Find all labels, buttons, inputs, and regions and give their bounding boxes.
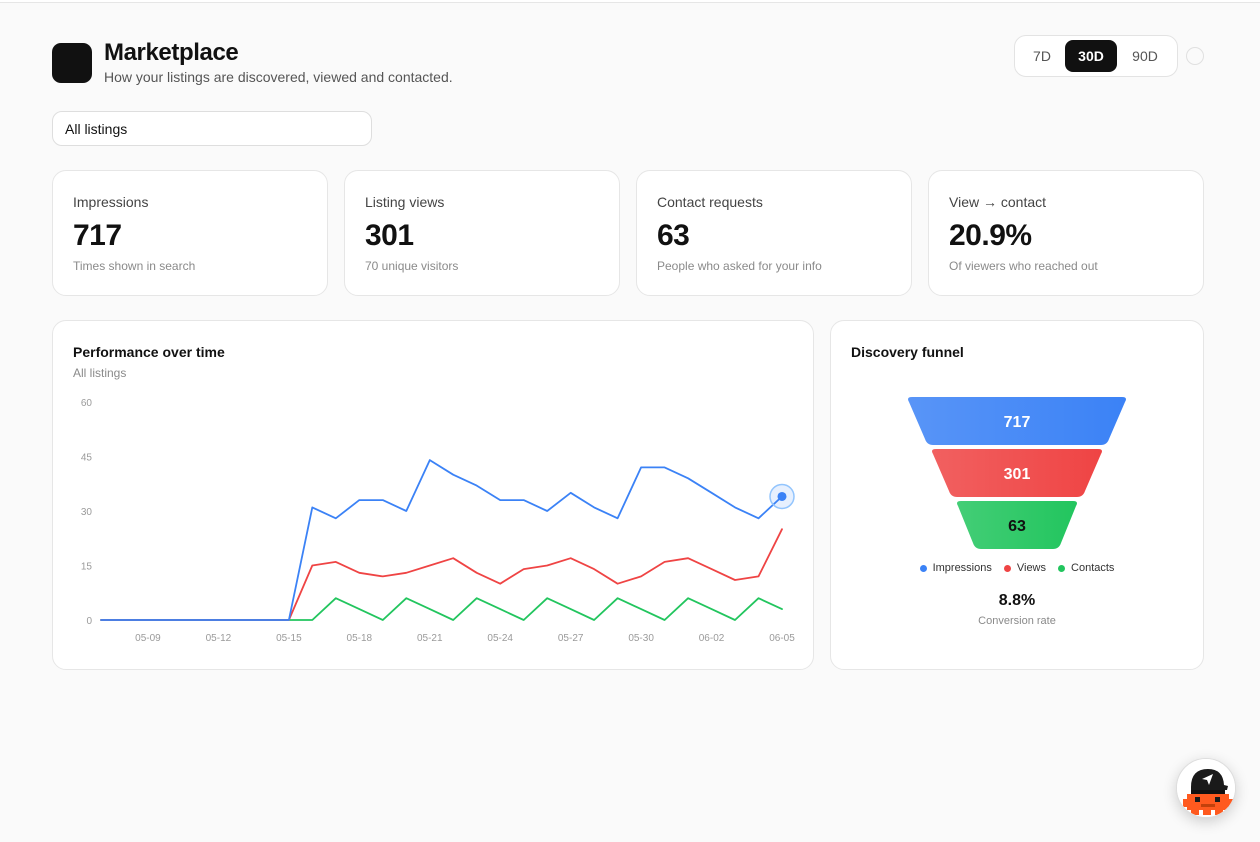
legend-label: Impressions: [932, 562, 992, 574]
legend-label: Contacts: [1071, 562, 1115, 574]
legend-item-impressions: Impressions: [919, 562, 992, 574]
funnel-value-label: 717: [1004, 414, 1031, 431]
chart-subtitle: All listings: [73, 366, 127, 380]
stat-card-view-to-contact: View → contact 20.9% Of viewers who reac…: [928, 170, 1204, 296]
status-dot-icon[interactable]: [1186, 47, 1204, 65]
stat-card-listing-views: Listing views 301 70 unique visitors: [344, 170, 620, 296]
stat-subtext: Of viewers who reached out: [949, 259, 1098, 273]
x-tick-label: 05-24: [487, 633, 513, 644]
funnel-value-label: 63: [1008, 518, 1026, 535]
stat-card-impressions: Impressions 717 Times shown in search: [52, 170, 328, 296]
funnel-segment-contacts: [957, 501, 1077, 549]
stat-subtext: 70 unique visitors: [365, 259, 459, 273]
stat-value: 20.9%: [949, 219, 1032, 252]
funnel-segment-views: [932, 449, 1102, 497]
series-line-contacts: [100, 597, 783, 621]
conversion-rate-value: 8.8%: [998, 592, 1036, 609]
funnel-segment-impressions: [908, 397, 1126, 445]
y-tick-label: 30: [81, 507, 93, 518]
stat-subtext: People who asked for your info: [657, 259, 822, 273]
x-tick-label: 05-30: [628, 633, 654, 644]
listing-filter-select[interactable]: All listings: [52, 111, 372, 146]
range-90d-button[interactable]: 90D: [1132, 48, 1158, 64]
legend-dot-icon: [1003, 564, 1011, 572]
y-tick-label: 15: [81, 562, 93, 573]
date-range-selector: 7D 30D 90D: [1014, 35, 1178, 77]
x-tick-label: 06-02: [699, 633, 725, 644]
stat-label: Listing views: [365, 194, 445, 210]
funnel-value-label: 301: [1004, 466, 1031, 483]
x-tick-label: 06-05: [769, 633, 795, 644]
legend-dot-icon: [919, 564, 927, 572]
performance-chart-card: Performance over time All listings 0 15 30…: [52, 320, 814, 670]
range-7d-button[interactable]: 7D: [1033, 48, 1051, 64]
x-tick-label: 05-12: [206, 633, 232, 644]
chart-title: Performance over time: [73, 344, 225, 360]
legend-item-views: Views: [1003, 562, 1047, 574]
series-line-impressions: [100, 459, 783, 621]
y-tick-label: 45: [81, 453, 93, 464]
y-tick-label: 60: [81, 398, 93, 409]
page-subtitle: How your listings are discovered, viewed…: [104, 69, 453, 85]
x-tick-label: 05-15: [276, 633, 302, 644]
stat-value: 301: [365, 219, 414, 252]
stat-card-contact-requests: Contact requests 63 People who asked for…: [636, 170, 912, 296]
funnel-chart: 717 301 63: [908, 397, 1126, 549]
discovery-funnel-card: Discovery funnel 717 301 63 Impressions Vi…: [830, 320, 1204, 670]
legend-dot-icon: [1058, 564, 1066, 572]
x-tick-label: 05-09: [135, 633, 161, 644]
range-30d-button[interactable]: 30D: [1065, 40, 1117, 72]
pixel-character-avatar-icon[interactable]: [1176, 758, 1236, 818]
funnel-title: Discovery funnel: [851, 344, 964, 360]
x-tick-label: 05-18: [347, 633, 373, 644]
app-logo: [52, 42, 92, 83]
stat-subtext: Times shown in search: [73, 259, 196, 273]
top-border: [0, 0, 1260, 3]
header-titles: Marketplace How your listings are discov…: [104, 39, 453, 86]
highlight-point: [777, 491, 787, 501]
stat-label: Impressions: [73, 194, 149, 210]
funnel-legend: Impressions Views Contacts: [831, 562, 1203, 574]
page-header: Marketplace How your listings are discov…: [52, 40, 453, 85]
stat-label: View → contact: [949, 194, 1047, 210]
legend-item-contacts: Contacts: [1058, 562, 1114, 574]
page-title: Marketplace: [104, 39, 239, 66]
performance-line-chart: 0 15 30 45 60 05-09 05-12 05-15 05-18 05-21 05-24 0…: [81, 398, 795, 644]
legend-label: Views: [1016, 562, 1047, 574]
stat-label: Contact requests: [657, 194, 763, 210]
y-tick-label: 0: [86, 616, 92, 627]
stat-value: 63: [657, 219, 690, 252]
conversion-rate-label: Conversion rate: [978, 615, 1056, 627]
x-tick-label: 05-21: [417, 633, 443, 644]
stat-value: 717: [73, 219, 122, 252]
x-tick-label: 05-27: [558, 633, 584, 644]
